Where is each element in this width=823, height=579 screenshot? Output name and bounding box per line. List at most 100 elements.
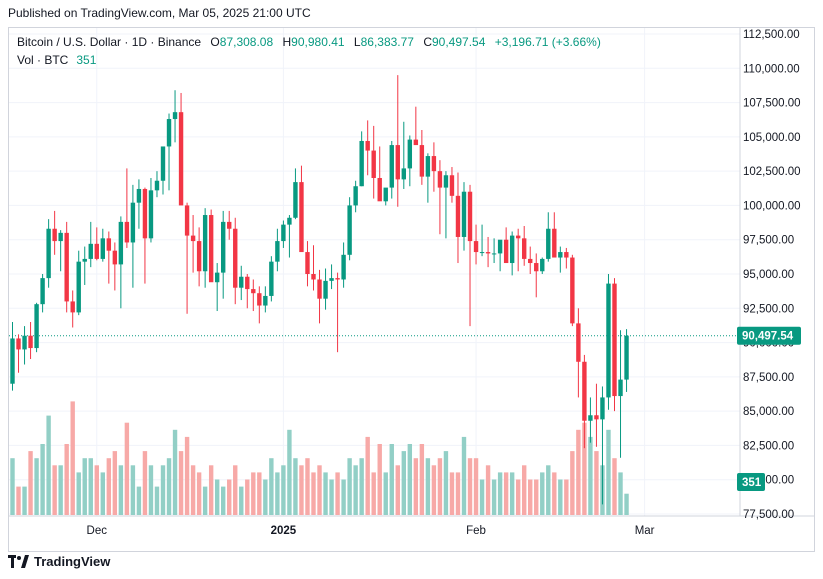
volume-bar [449,472,455,515]
candle-body [347,205,352,255]
candle [88,221,93,268]
volume-bar [522,465,527,515]
y-tick-label: 112,500.00 [743,29,800,41]
candle-body [40,278,45,305]
volume-bar [208,465,214,515]
candle [118,216,124,309]
candle [624,329,629,392]
volume-bar [618,472,623,515]
candle [449,167,455,203]
candle-body [257,293,262,306]
candle [522,226,527,266]
candle-body [172,112,178,120]
last-volume-badge: 351 [737,473,765,491]
candle-body [528,258,533,264]
volume-bar [389,444,394,515]
candle [76,250,81,316]
volume-bar [196,472,202,515]
volume-bar [461,436,467,515]
candle-body [178,112,184,206]
volume-bar [190,465,196,515]
volume-bar [269,458,274,515]
candle-body [522,238,527,259]
volume-label[interactable]: Vol · BTC [17,53,69,67]
candle [515,228,521,272]
volume-bar [257,472,262,515]
candle-body [22,335,27,350]
candle [509,231,515,276]
tradingview-logo[interactable]: TradingView [8,554,110,569]
symbol-title[interactable]: Bitcoin / U.S. Dollar · 1D · Binance [17,35,202,49]
candle-body [269,261,274,296]
volume-bar [558,479,563,515]
candle [214,263,220,312]
candle-body [473,241,479,253]
volume-bar [515,479,521,515]
volume-bar [214,479,220,515]
volume-bar [323,472,328,515]
candle-body [425,156,431,177]
volume-bar [479,479,485,515]
x-tick-label: Mar [635,525,655,537]
candle-body [16,338,21,350]
candle [233,217,238,305]
candle [142,187,148,284]
candle-body [148,190,154,239]
candle [172,90,178,143]
candle-body [46,228,51,279]
candle-body [491,253,497,255]
candle-body [576,323,581,362]
candle-body [233,228,238,288]
volume-bar [497,472,503,515]
volume-bar [509,472,515,515]
candle [196,227,202,287]
candle-body [503,239,509,264]
volume-bar [88,458,93,515]
candle-body [467,191,473,242]
volume-bar [383,472,388,515]
candle [239,265,244,301]
candle-body [431,156,437,172]
candle-body [570,257,575,324]
candle-body [160,146,166,181]
candle-body [124,221,130,243]
volume-bar [395,465,400,515]
candle-body [154,180,160,191]
candle-body [449,175,455,196]
volume-bar [172,429,178,515]
candle [467,184,473,327]
candle [479,224,485,257]
candle [281,220,286,248]
low-label: L [353,35,361,49]
candle [148,178,154,243]
candle-body [600,397,605,420]
candle-body [377,178,382,202]
candle [558,246,563,273]
candle-body [28,335,33,349]
candle-body [227,221,232,229]
candle [227,210,232,240]
candle [299,165,304,253]
candle [353,180,358,213]
candle-body [371,150,376,178]
volume-bar [202,486,208,515]
volume-bar [287,429,292,515]
volume-bar [160,465,166,515]
volume-bar [606,429,611,515]
volume-bar [407,444,413,515]
candle [184,202,190,314]
candle [40,274,45,313]
volume-bar [467,458,473,515]
volume-bar [82,458,87,515]
candle-body [606,283,611,398]
candle-body [52,228,57,242]
volume-bar [148,465,154,515]
candle [251,279,256,312]
volume-bar [52,465,57,515]
volume-bar [425,458,431,515]
candle-body [389,145,394,188]
volume-bar [443,451,449,515]
candle-body [564,252,569,258]
candle [546,212,551,262]
